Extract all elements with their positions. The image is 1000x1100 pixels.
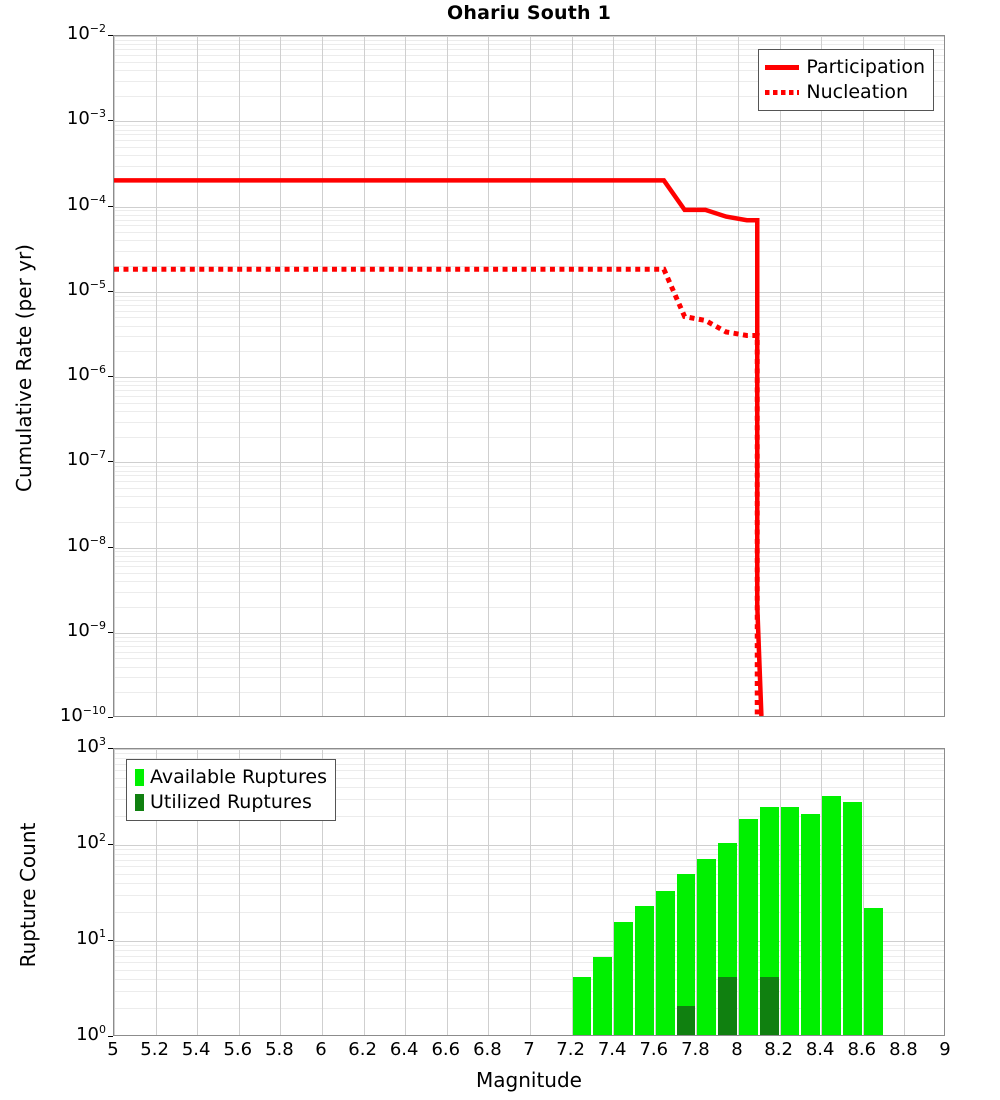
y-tick-label: 10−2 <box>6 22 106 44</box>
rupture-count-plot: Available Ruptures Utilized Ruptures <box>113 748 945 1036</box>
x-tick-label: 9 <box>915 1039 975 1060</box>
y-tick-label: 10−10 <box>6 704 106 726</box>
y-tick-label: 101 <box>6 927 106 949</box>
figure-root: Ohariu South 1 Participation Nucleation … <box>0 0 1000 1100</box>
dotted-line-icon <box>765 90 799 95</box>
y-tick-mark <box>108 717 113 718</box>
legend-item-nucleation: Nucleation <box>765 80 925 105</box>
bar-available-rupture <box>801 814 820 1035</box>
bar-available-rupture <box>573 977 592 1035</box>
curve-nucleation <box>114 269 757 716</box>
mfd-curves <box>114 36 944 716</box>
y-tick-label: 102 <box>6 831 106 853</box>
bar-available-rupture <box>614 922 633 1035</box>
y-tick-label: 10−5 <box>6 278 106 300</box>
bar-available-rupture <box>635 906 654 1035</box>
y-tick-mark <box>108 461 113 462</box>
legend-label-participation: Participation <box>806 58 925 77</box>
y-tick-mark <box>108 547 113 548</box>
bar-available-rupture <box>822 796 841 1035</box>
y-tick-label: 10−3 <box>6 107 106 129</box>
page-title: Ohariu South 1 <box>113 2 945 24</box>
x-axis-label: Magnitude <box>113 1068 945 1092</box>
bar-available-rupture <box>781 807 800 1036</box>
y-tick-mark <box>108 291 113 292</box>
y-tick-mark <box>108 1036 113 1037</box>
bar-available-rupture <box>864 908 883 1035</box>
y-tick-label: 103 <box>6 735 106 757</box>
y-tick-label: 10−6 <box>6 363 106 385</box>
y-tick-mark <box>108 748 113 749</box>
legend-item-utilized-ruptures: Utilized Ruptures <box>133 790 327 815</box>
available-color-swatch-icon <box>135 769 144 786</box>
bar-available-rupture <box>593 957 612 1035</box>
legend-label-available-ruptures: Available Ruptures <box>150 768 327 787</box>
legend-label-nucleation: Nucleation <box>806 83 908 102</box>
y-tick-mark <box>108 632 113 633</box>
bar-available-rupture <box>843 802 862 1035</box>
y-tick-mark <box>108 376 113 377</box>
y-tick-label: 10−9 <box>6 619 106 641</box>
cumulative-rate-plot: Participation Nucleation <box>113 35 945 717</box>
solid-line-icon <box>765 65 799 70</box>
y-tick-mark <box>108 120 113 121</box>
utilized-color-swatch-icon <box>135 794 144 811</box>
curve-participation <box>114 180 761 716</box>
bottom-legend: Available Ruptures Utilized Ruptures <box>126 759 336 821</box>
bar-utilized-rupture <box>760 977 779 1035</box>
bar-available-rupture <box>739 819 758 1036</box>
bar-available-rupture <box>697 859 716 1035</box>
y-tick-mark <box>108 844 113 845</box>
y-tick-mark <box>108 940 113 941</box>
y-tick-label: 10−7 <box>6 448 106 470</box>
bar-available-rupture <box>656 891 675 1035</box>
legend-item-participation: Participation <box>765 55 925 80</box>
y-tick-label: 10−8 <box>6 534 106 556</box>
bar-utilized-rupture <box>677 1006 696 1035</box>
y-tick-label: 10−4 <box>6 193 106 215</box>
legend-item-available-ruptures: Available Ruptures <box>133 765 327 790</box>
bar-utilized-rupture <box>718 977 737 1035</box>
top-legend: Participation Nucleation <box>758 49 934 111</box>
legend-label-utilized-ruptures: Utilized Ruptures <box>150 793 312 812</box>
y-tick-mark <box>108 206 113 207</box>
y-tick-mark <box>108 35 113 36</box>
